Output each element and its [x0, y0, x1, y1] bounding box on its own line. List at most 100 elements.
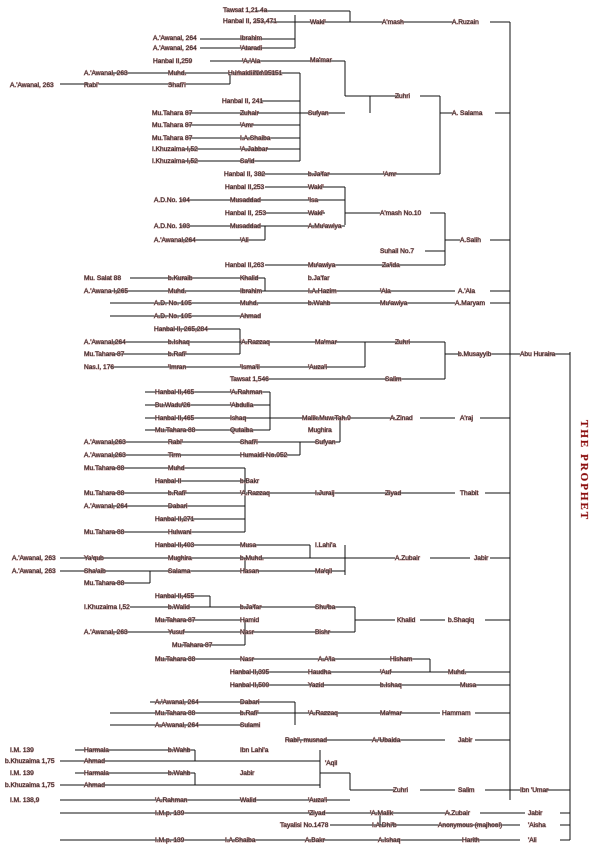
source-ref: A.'Awanal,264 — [84, 339, 126, 346]
narrator: A.Maryam — [455, 300, 486, 307]
narrator: Ibn Lahi'a — [240, 747, 269, 754]
narrator: Salim — [385, 376, 402, 383]
narrator: A'mash — [382, 19, 404, 26]
narrator: Ahmad — [240, 313, 261, 320]
companion: Abu Huraira — [520, 351, 556, 358]
narrator: I.Juraij — [315, 490, 335, 497]
narrator: Waki' — [310, 19, 326, 26]
narrator: Zuhri — [395, 339, 411, 346]
narrator: Sufyan — [308, 110, 329, 117]
narrator: A.Ishaq — [378, 837, 401, 844]
narrator: Hulwani — [168, 529, 192, 536]
narrator: Ma'mar — [380, 710, 403, 717]
prophet-title: THE PROPHET — [578, 420, 590, 521]
source-ref: Hanbal II,253 — [225, 184, 265, 191]
narrator: Shu'ba — [315, 604, 336, 611]
narrator: b.Kuraib — [168, 275, 193, 282]
narrator: A.'Ubaida — [372, 737, 401, 744]
source-ref: Mu.Tahara 88 — [155, 427, 196, 434]
source-ref: b.Khuzaima 1,75 — [5, 758, 55, 765]
narrator: A.Zubair — [445, 810, 471, 817]
source-ref: Bu.Wadu'26 — [155, 402, 191, 409]
narrator: Sha'aib — [84, 568, 106, 575]
source-ref: A.'Awanal, 263 — [10, 82, 54, 89]
source-ref: Mu. Salat 88 — [84, 275, 121, 282]
narrator: Anonymous (majhool) — [438, 822, 502, 829]
narrator: b.Walid — [168, 604, 190, 611]
narrator: Yusuf — [168, 629, 185, 636]
source-ref: A.'Awanal, 263 — [12, 555, 56, 562]
narrator: 'A.Malik — [370, 810, 394, 817]
narrator: b.Ishaq — [168, 339, 190, 346]
narrator: b.Rafi' — [168, 490, 186, 497]
narrator: I.Lahi'a — [315, 542, 336, 549]
narrator: 'A.'Ala — [242, 58, 261, 65]
narrator: Suhail No.7 — [380, 248, 414, 255]
source-ref: A.'Awanal, 264 — [153, 45, 197, 52]
narrator: A.Ruzain — [452, 19, 479, 26]
narrator: I.A.Shaiba — [240, 135, 271, 142]
narrator: 'A.Rahman — [155, 797, 188, 804]
narrator: Mughira — [168, 555, 192, 562]
source-ref: Hanbal II,259 — [153, 58, 193, 65]
narrator: Muhd. — [168, 70, 186, 77]
narrator: Hasan — [240, 568, 259, 575]
narrator: Ma'qil — [315, 568, 333, 575]
companion: 'Aisha — [528, 822, 546, 829]
narrator: Dabari — [240, 699, 260, 706]
source-ref: Hanbal II,263 — [225, 262, 265, 269]
narrator: Rabi' — [84, 82, 99, 89]
narrator: Ahmad — [84, 782, 105, 789]
narrator: b.Musayyib — [458, 351, 492, 358]
source-ref: Tawsat 1,546 — [230, 376, 269, 383]
source-ref: A.D. No. 105 — [154, 313, 192, 320]
narrator: A.A'la — [318, 656, 335, 663]
narrator: A.Bakr — [305, 837, 326, 844]
source-ref: Tayalisi No.1478 — [280, 822, 329, 829]
narrator: Yazid — [308, 682, 324, 689]
narrator: Muhd. — [168, 288, 186, 295]
narrator: Musa — [460, 682, 476, 689]
narrator: b.Ja'far — [308, 171, 330, 178]
narrator: 'Amr — [383, 171, 397, 178]
narrator: b.Rafi' — [168, 351, 186, 358]
source-ref: Mu.Tahara 87 — [155, 617, 196, 624]
narrator: Mu'awiya — [308, 262, 336, 269]
source-ref: A.'Awanal, 264 — [153, 35, 197, 42]
narrator: Ahmad — [84, 758, 105, 765]
narrator: Muhd. — [448, 669, 466, 676]
narrator: Muhd. — [240, 300, 258, 307]
narrator: I.A.Dhi'b — [372, 822, 397, 829]
narrator: Shafi'i — [168, 82, 186, 89]
source-ref: A.'Awanal, 263 — [84, 629, 128, 636]
narrator: b.Wahb — [168, 770, 191, 777]
source-ref: Hanbal II,465 — [155, 389, 195, 396]
narrator: Malik.Muw.Tah.9 — [302, 415, 351, 422]
source-ref: Hanbal II,403 — [155, 542, 195, 549]
companion: Jabir — [528, 810, 543, 817]
narrator: I.A.Shaiba — [225, 837, 256, 844]
narrator: b.Bakr — [240, 478, 260, 485]
narrator: A.Salih — [460, 237, 481, 244]
narrator: 'Amr — [240, 122, 254, 129]
source-ref: Mu.Tahara 87 — [84, 351, 125, 358]
narrator: Ibrahim — [240, 35, 262, 42]
narrator: Hisham — [390, 656, 413, 663]
source-ref: I.Khuzaima I,52 — [84, 604, 130, 611]
narrator: Bishr — [315, 629, 331, 636]
narrator: Musaddad — [230, 223, 261, 230]
source-ref: Hanbal II,465 — [155, 415, 195, 422]
source-ref: Mu.Tahara 87 — [152, 122, 193, 129]
narrator: 'A.Razzaq — [240, 339, 270, 346]
source-ref: A.'Awana I,265 — [84, 288, 128, 295]
source-ref: Mu.Tahara 87 — [152, 135, 193, 142]
narrator: Musaddad — [230, 197, 261, 204]
narrator: 'Ziyad — [308, 810, 326, 817]
narrator: Thabit — [460, 490, 478, 497]
source-ref: Hanbal II, 265,284 — [154, 326, 208, 333]
source-ref: Hanbal II, 382 — [224, 171, 265, 178]
narrator: Jabir — [458, 737, 473, 744]
tree-connectors — [60, 10, 571, 841]
narrator: b.Ja'far — [240, 604, 262, 611]
